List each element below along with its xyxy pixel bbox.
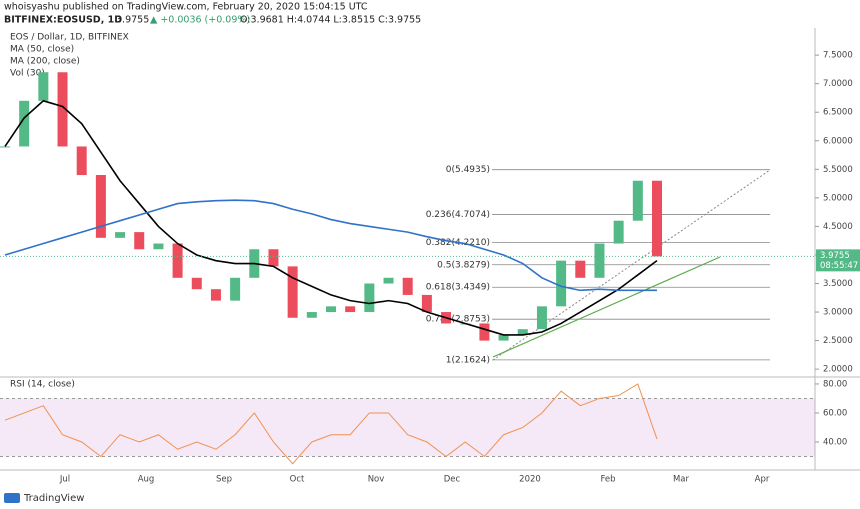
x-tick-label: Sep bbox=[216, 475, 232, 485]
candle bbox=[95, 175, 106, 238]
fib-label: 0(5.4935) bbox=[446, 165, 490, 175]
change: ▲ +0.0036 (+0.09%) bbox=[150, 15, 250, 26]
candle bbox=[652, 180, 662, 257]
rsi-tick-label: 40.00 bbox=[823, 437, 847, 447]
moving-average bbox=[4, 99, 658, 336]
y-tick-label: 3.5000 bbox=[823, 279, 853, 289]
fib-label: 0.236(4.7074) bbox=[426, 210, 490, 220]
candle bbox=[402, 277, 413, 295]
y-tick-label: 6.5000 bbox=[823, 108, 853, 118]
candle bbox=[115, 232, 126, 238]
candle bbox=[57, 72, 68, 147]
candle bbox=[613, 220, 624, 244]
y-tick-label: 4.5000 bbox=[823, 222, 853, 232]
candle bbox=[421, 294, 432, 313]
candle bbox=[287, 266, 298, 318]
candle bbox=[632, 180, 643, 221]
y-tick-label: 5.5000 bbox=[823, 165, 853, 175]
x-tick-label: Mar bbox=[673, 475, 690, 485]
candle bbox=[153, 243, 164, 250]
candle bbox=[19, 100, 30, 147]
candle bbox=[134, 232, 145, 250]
logo bbox=[4, 493, 20, 503]
candle bbox=[479, 323, 490, 341]
candle bbox=[191, 277, 202, 290]
legend-ma200: MA (200, close) bbox=[10, 57, 80, 67]
y-tick-label: 7.5000 bbox=[823, 51, 853, 61]
volume-title: Vol (30) bbox=[10, 69, 45, 79]
support-trend-line bbox=[492, 256, 721, 358]
published: whoisyashu published on TradingView.com,… bbox=[4, 2, 368, 13]
x-tick-label: 2020 bbox=[519, 475, 541, 485]
fib-label: 0.786(2.8753) bbox=[426, 315, 490, 325]
x-tick-label: Apr bbox=[755, 475, 770, 485]
candle bbox=[364, 283, 375, 313]
y-tick-label: 7.0000 bbox=[823, 79, 853, 89]
last: 3.9755 bbox=[116, 15, 149, 26]
y-tick-label: 5.0000 bbox=[823, 193, 853, 203]
candle bbox=[326, 306, 336, 313]
rsi-tick-label: 60.00 bbox=[823, 408, 847, 418]
candle bbox=[556, 260, 567, 307]
rsi-title: RSI (14, close) bbox=[10, 380, 75, 390]
y-tick-label: 3.0000 bbox=[823, 308, 853, 318]
candle bbox=[268, 249, 279, 267]
x-tick-label: Jul bbox=[59, 475, 70, 485]
x-tick-label: Nov bbox=[368, 475, 385, 485]
x-tick-label: Aug bbox=[138, 475, 155, 485]
ohlc: O:3.9681 H:4.0744 L:3.8515 C:3.9755 bbox=[240, 15, 421, 26]
candle bbox=[38, 72, 49, 101]
rsi-band bbox=[0, 398, 815, 457]
candle bbox=[594, 243, 605, 278]
y-tick-label: 6.0000 bbox=[823, 136, 853, 146]
candle bbox=[517, 329, 528, 335]
candle bbox=[0, 146, 10, 148]
footer: TradingView bbox=[23, 493, 84, 504]
moving-average bbox=[4, 199, 657, 292]
y-tick-label: 2.5000 bbox=[823, 336, 853, 346]
candle bbox=[230, 277, 241, 301]
fib-label: 0.5(3.8279) bbox=[437, 260, 490, 270]
candle bbox=[575, 260, 586, 278]
candle bbox=[76, 146, 87, 176]
candle bbox=[172, 243, 183, 278]
symbol: BITFINEX:EOSUSD, 1D bbox=[4, 15, 122, 26]
candle bbox=[345, 306, 356, 313]
rsi-tick-label: 80.00 bbox=[823, 379, 847, 389]
candle bbox=[383, 277, 394, 284]
y-tick-label: 2.0000 bbox=[823, 365, 853, 375]
candle bbox=[210, 289, 221, 301]
price-badge bbox=[816, 249, 860, 272]
legend-ma50: MA (50, close) bbox=[10, 45, 74, 55]
price-badge-label: 3.9755 bbox=[820, 251, 850, 261]
x-tick-label: Feb bbox=[600, 475, 615, 485]
fib-label: 1(2.1624) bbox=[446, 355, 490, 365]
x-tick-label: Dec bbox=[444, 475, 461, 485]
rsi-line bbox=[4, 383, 658, 465]
chart-title: EOS / Dollar, 1D, BITFINEX bbox=[10, 33, 129, 43]
candle bbox=[306, 312, 317, 318]
x-tick-label: Oct bbox=[290, 475, 305, 485]
fib-label: 0.618(3.4349) bbox=[426, 283, 490, 293]
candle bbox=[498, 334, 509, 341]
countdown: 08:55:47 bbox=[820, 261, 858, 271]
candle bbox=[536, 306, 547, 330]
